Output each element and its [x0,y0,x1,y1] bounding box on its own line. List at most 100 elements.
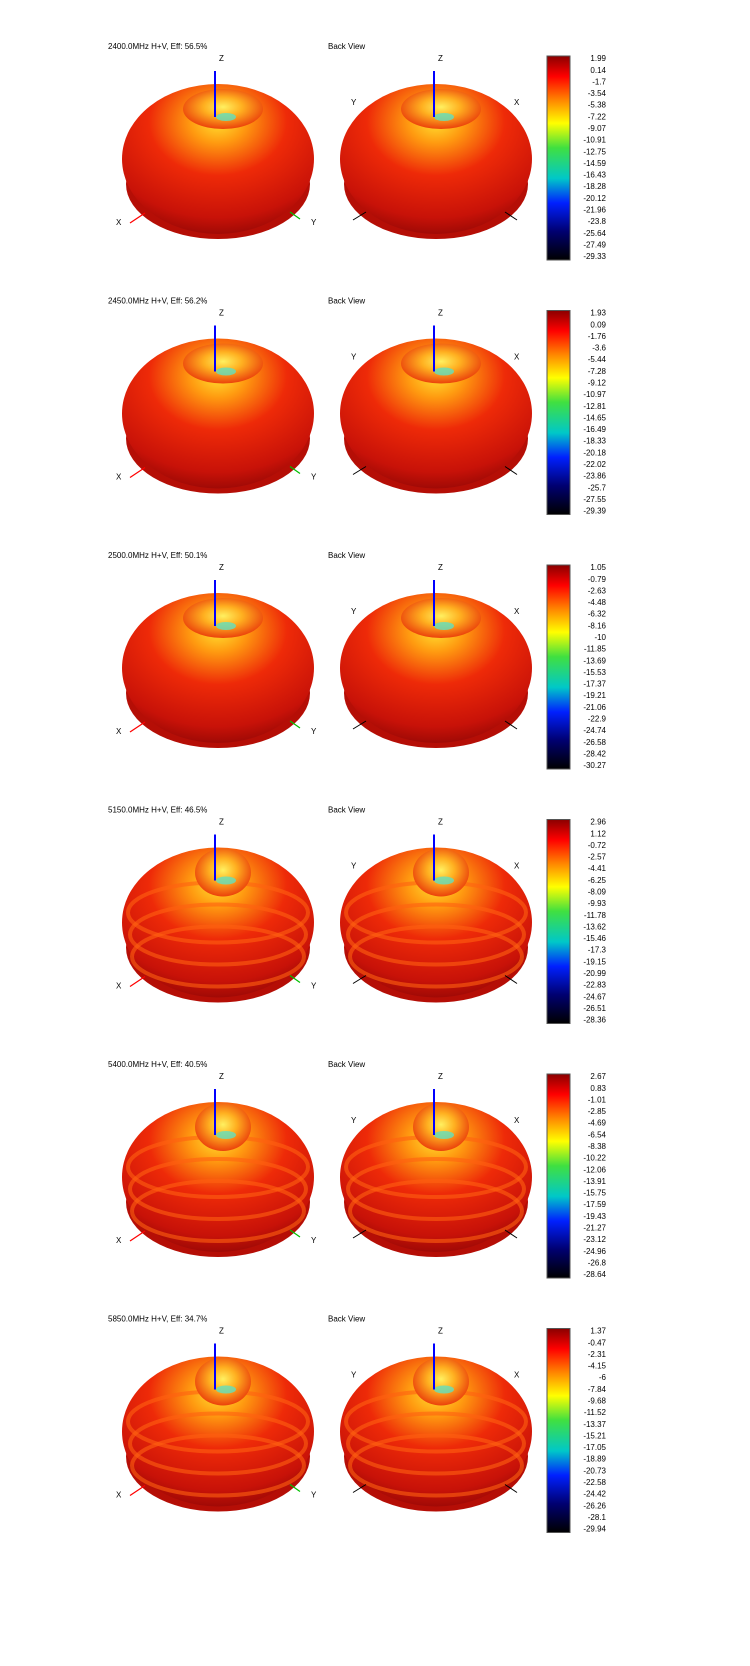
colorbar-label: -1.76 [588,332,607,341]
colorbar-label: -26.58 [583,738,606,747]
axis-label: Y [311,727,317,736]
colorbar-label: -5.44 [588,355,607,364]
axis-label: Z [438,1327,443,1336]
pattern-lobe [346,902,526,967]
axis-line [504,466,518,475]
pattern-body [122,593,314,743]
null-spot [216,622,236,630]
colorbar [546,1073,571,1279]
back-view-label: Back View [328,806,365,815]
y-axis [289,1229,301,1238]
null-spot [216,1131,236,1139]
colorbar-label: -27.49 [583,240,606,249]
null-spot [434,1385,454,1394]
colorbar-label: -3.6 [592,344,606,353]
colorbar-label: -9.93 [588,899,607,908]
axis-line [504,1229,518,1239]
axis-label: Z [438,563,443,572]
back-view-label: Back View [328,42,365,51]
colorbar-label: -6 [599,1373,607,1382]
panel-title: 5850.0MHz H+V, Eff: 34.7% [108,1315,207,1324]
axis-label: Z [219,54,224,63]
colorbar-label: -21.27 [583,1224,606,1233]
axis-line [352,975,367,984]
colorbar-label: -11.85 [584,645,607,654]
colorbar-label: -13.91 [583,1177,606,1186]
colorbar-label: -22.58 [583,1478,606,1487]
colorbar-label: -13.62 [583,922,606,931]
colorbar [546,564,571,770]
axis-label: Y [311,473,317,482]
colorbar-label: -13.37 [583,1420,606,1429]
pattern-body [122,338,314,489]
pattern-lobe [128,1411,308,1476]
colorbar-label: -12.75 [583,147,606,156]
colorbar-label: -24.96 [583,1247,606,1256]
axis-label: X [116,1236,122,1245]
axis-label: Z [438,54,443,63]
panel-title: 2500.0MHz H+V, Eff: 50.1% [108,551,207,560]
pattern-cap [401,343,481,384]
colorbar-label: -17.05 [583,1443,606,1452]
colorbar-label: -23.12 [583,1235,606,1244]
colorbar-label: 1.05 [590,563,606,572]
colorbar-label: -18.28 [583,182,606,191]
colorbar-label: -5.38 [588,101,607,110]
colorbar-label: -24.74 [583,726,606,735]
colorbar-label: -4.69 [588,1119,607,1128]
axis-line [504,720,518,730]
axis-line [504,211,518,221]
pattern-cap [413,1357,469,1406]
back-view-label: Back View [328,551,365,560]
colorbar [546,819,571,1024]
back-view-label: Back View [328,1315,365,1324]
colorbar-label: -21.06 [583,703,606,712]
axis-label: X [514,353,520,362]
colorbar-label: -26.8 [588,1258,607,1267]
colorbar-label: -10.91 [583,136,606,145]
colorbar-label: 1.37 [590,1327,606,1336]
axis-label: X [116,1491,122,1500]
colorbar-label: -13.69 [583,656,606,665]
colorbar-label: -15.21 [583,1431,606,1440]
colorbar-label: -24.42 [583,1490,606,1499]
pattern-panel: 2450.0MHz H+V, Eff: 56.2% Z X Y Back View Z Y X… [108,297,607,516]
colorbar-label: -0.79 [588,575,607,584]
colorbar-label: 0.14 [590,66,606,75]
colorbar-label: -0.72 [588,841,607,850]
colorbar-label: 0.83 [590,1084,606,1093]
pattern-cap [413,1103,469,1151]
colorbar-label: -7.84 [588,1385,607,1394]
axis-label: X [514,98,520,107]
colorbar-label: 1.93 [590,309,606,318]
pattern-cap [413,848,469,897]
colorbar [546,55,571,261]
panel-title: 2450.0MHz H+V, Eff: 56.2% [108,297,207,306]
colorbar-label: -4.48 [588,598,607,607]
colorbar-label: -3.54 [588,89,607,98]
null-spot [216,367,236,376]
colorbar-label: 0.09 [590,320,606,329]
axis-line [504,1484,518,1493]
y-axis [289,975,301,983]
axis-line [352,211,367,221]
colorbar-label: -30.27 [583,761,606,770]
back-view-label: Back View [328,1060,365,1069]
colorbar-label: -14.59 [583,159,606,168]
pattern-lobe [348,1433,524,1498]
colorbar-label: -12.81 [583,402,606,411]
pattern-cap [183,89,263,129]
colorbar-label: -9.07 [588,124,607,133]
back-view-label: Back View [328,297,365,306]
colorbar-label: -17.59 [583,1200,606,1209]
y-axis [289,720,301,729]
axis-line [352,466,367,475]
axis-label: X [116,218,122,227]
pattern-panel: 2400.0MHz H+V, Eff: 56.5% Z X Y Back View Z Y X… [108,42,607,261]
axis-line [352,1484,367,1493]
axis-label: Z [219,818,224,827]
pattern-body [122,84,314,234]
axis-label: Y [351,607,357,616]
pattern-body [340,338,532,489]
colorbar-label: -28.1 [588,1513,607,1522]
